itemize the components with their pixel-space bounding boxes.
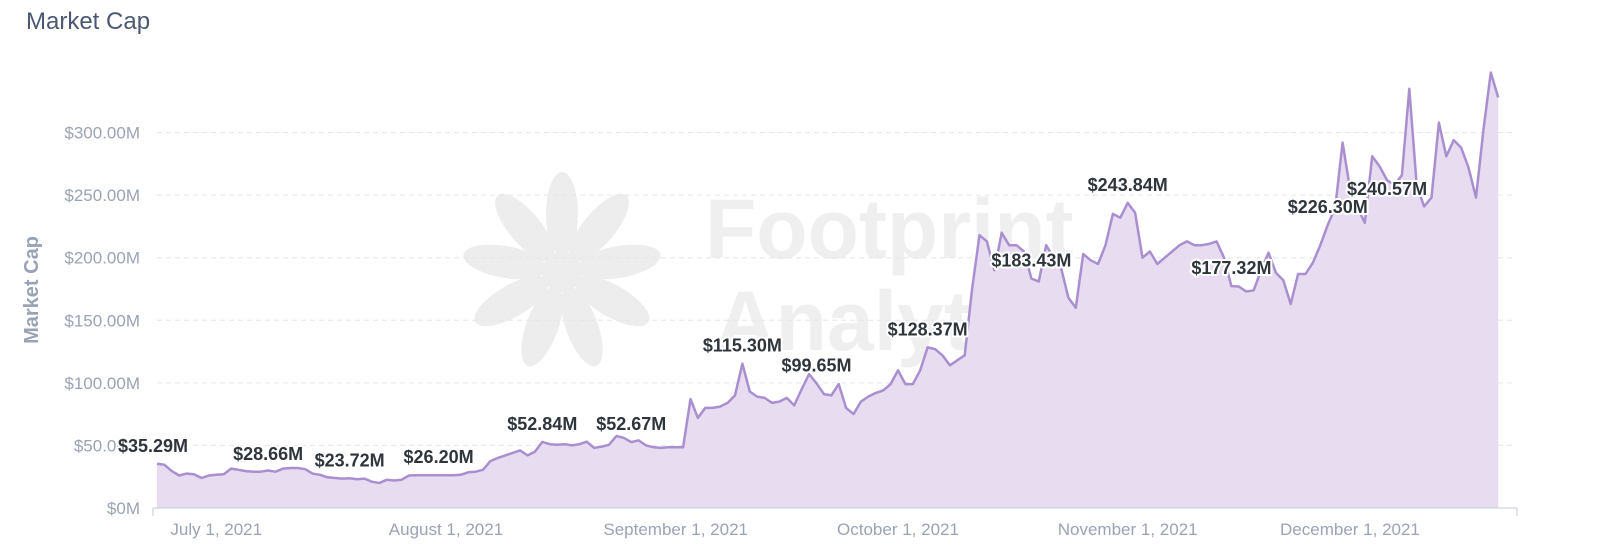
- data-label: $128.37M: [888, 319, 968, 339]
- data-label: $243.84M: [1088, 175, 1168, 195]
- data-label: $26.20M: [404, 447, 474, 467]
- y-tick-label: $0M: [107, 499, 140, 518]
- watermark-petal: [521, 286, 563, 367]
- chart-title: Market Cap: [26, 8, 151, 35]
- x-tick-label: December 1, 2021: [1280, 520, 1420, 539]
- series-line: [156, 71, 1500, 485]
- watermark-petal: [495, 193, 555, 262]
- data-label: $52.67M: [596, 414, 666, 434]
- x-axis: July 1, 2021 August 1, 2021 September 1, 2…: [152, 507, 1518, 539]
- data-label: $226.30M: [1288, 197, 1368, 217]
- watermark-petal: [546, 172, 578, 256]
- data-label: $115.30M: [703, 336, 782, 356]
- data-label: $35.29M: [118, 436, 188, 456]
- watermark-petal: [574, 275, 650, 327]
- data-label: $240.57M: [1347, 179, 1427, 199]
- watermark-petal: [569, 193, 629, 262]
- data-label: $52.84M: [507, 414, 577, 434]
- data-label: $99.65M: [781, 355, 851, 375]
- data-label: $23.72M: [315, 450, 385, 470]
- data-label: $28.66M: [233, 444, 303, 464]
- y-tick-label: $50.00M: [74, 436, 140, 455]
- x-tick-label: August 1, 2021: [389, 520, 503, 539]
- x-tick-label: November 1, 2021: [1058, 520, 1198, 539]
- y-axis-label: Market Cap: [21, 236, 43, 344]
- x-tick-label: July 1, 2021: [170, 520, 262, 539]
- area-fill: [157, 72, 1499, 508]
- watermark-center: [542, 252, 582, 292]
- watermark-petal: [561, 286, 603, 367]
- x-tick-label: October 1, 2021: [837, 520, 959, 539]
- data-label: $177.32M: [1191, 258, 1271, 278]
- watermark-logo: [463, 172, 661, 367]
- y-tick-label: $100.00M: [64, 374, 140, 393]
- plot-layer: [156, 71, 1500, 508]
- watermark-petal: [463, 244, 547, 280]
- x-tick-label: September 1, 2021: [603, 520, 748, 539]
- y-tick-label: $200.00M: [64, 249, 140, 268]
- data-label: $183.43M: [991, 250, 1071, 270]
- watermark-petal: [577, 244, 661, 280]
- y-axis: $0M $50.00M $100.00M $150.00M $200.00M $250.0…: [64, 124, 140, 518]
- y-tick-label: $250.00M: [64, 186, 140, 205]
- data-labels: $35.29M $28.66M $23.72M $26.20M $52.84M $52.6…: [116, 173, 1429, 472]
- y-tick-label: $150.00M: [64, 311, 140, 330]
- watermark-petal: [474, 275, 550, 327]
- y-tick-label: $300.00M: [64, 124, 140, 143]
